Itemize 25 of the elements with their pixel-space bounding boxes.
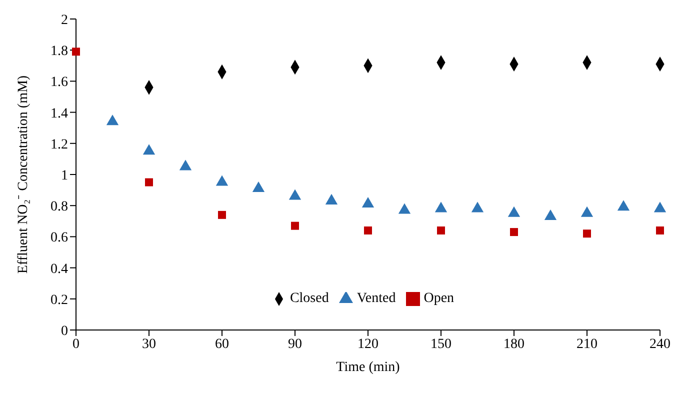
y-tick-label: 2 [61,12,68,28]
y-tick-label: 1.8 [50,44,68,60]
x-tick-label: 60 [215,336,229,352]
y-tick-label: 1.6 [50,75,68,90]
y-tick-label: 0.2 [50,292,68,308]
x-tick-label: 210 [576,336,598,352]
y-tick-label: 0 [61,324,68,339]
x-tick-label: 0 [72,336,80,352]
y-tick-label: 1.4 [50,106,68,122]
y-tick-label: 0.6 [50,230,68,246]
y-tick-label: 1 [61,168,68,184]
x-tick-label: 150 [430,336,452,352]
y-tick-label: 0.4 [50,262,68,277]
y-tick-label: 0.8 [50,200,68,215]
x-axis-title: Time (min) [336,360,400,375]
y-axis-title: Effluent NO₂⁻ Concentration (mM) [16,75,31,274]
x-tick-label: 30 [142,336,156,352]
x-tick-label: 90 [288,336,302,352]
x-tick-label: 240 [650,336,670,352]
legend-label: Open [424,291,454,306]
x-tick-label: 120 [358,336,378,352]
x-tick-label: 180 [504,336,524,352]
legend-label: Vented [356,291,396,306]
legend-label: Closed [290,291,329,306]
y-tick-label: 1.2 [50,137,68,152]
